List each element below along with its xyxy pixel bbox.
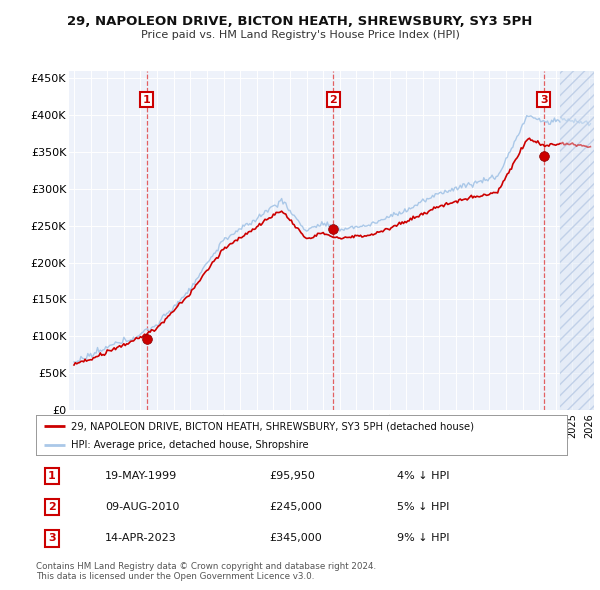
Bar — [560, 71, 594, 410]
Text: 4% ↓ HPI: 4% ↓ HPI — [397, 471, 449, 481]
Text: £345,000: £345,000 — [269, 533, 322, 543]
Text: HPI: Average price, detached house, Shropshire: HPI: Average price, detached house, Shro… — [71, 440, 308, 450]
Text: Contains HM Land Registry data © Crown copyright and database right 2024.: Contains HM Land Registry data © Crown c… — [36, 562, 376, 571]
Text: £95,950: £95,950 — [269, 471, 316, 481]
Text: 14-APR-2023: 14-APR-2023 — [105, 533, 177, 543]
Text: 3: 3 — [48, 533, 56, 543]
Text: 2: 2 — [48, 502, 56, 512]
Text: Price paid vs. HM Land Registry's House Price Index (HPI): Price paid vs. HM Land Registry's House … — [140, 30, 460, 40]
Text: 19-MAY-1999: 19-MAY-1999 — [105, 471, 177, 481]
Bar — [560, 71, 594, 410]
Text: This data is licensed under the Open Government Licence v3.0.: This data is licensed under the Open Gov… — [36, 572, 314, 581]
Text: 1: 1 — [143, 94, 151, 104]
Text: 9% ↓ HPI: 9% ↓ HPI — [397, 533, 449, 543]
Text: 09-AUG-2010: 09-AUG-2010 — [105, 502, 179, 512]
Text: 29, NAPOLEON DRIVE, BICTON HEATH, SHREWSBURY, SY3 5PH: 29, NAPOLEON DRIVE, BICTON HEATH, SHREWS… — [67, 15, 533, 28]
Text: 2: 2 — [329, 94, 337, 104]
Text: £245,000: £245,000 — [269, 502, 323, 512]
Text: 3: 3 — [540, 94, 548, 104]
Text: 5% ↓ HPI: 5% ↓ HPI — [397, 502, 449, 512]
Text: 29, NAPOLEON DRIVE, BICTON HEATH, SHREWSBURY, SY3 5PH (detached house): 29, NAPOLEON DRIVE, BICTON HEATH, SHREWS… — [71, 421, 473, 431]
Text: 1: 1 — [48, 471, 56, 481]
